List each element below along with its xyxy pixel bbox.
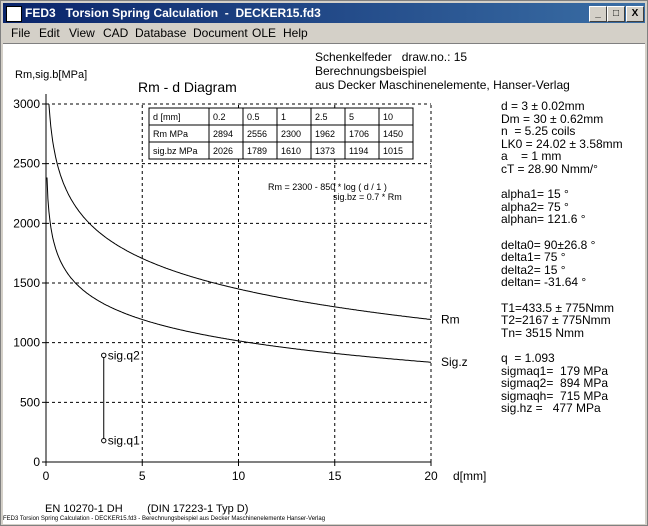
table-cell: 1706 [349, 129, 369, 139]
table-header-cell: d [mm] [153, 112, 181, 122]
sigq2-label: sig.q2 [108, 348, 140, 362]
data-table [148, 107, 414, 160]
formula-rm: Rm = 2300 - 850 * log ( d / 1 ) [268, 182, 387, 192]
chart-title: Rm - d Diagram [138, 79, 237, 95]
sigq1-point [101, 437, 107, 444]
series-label: Sig.z [441, 355, 468, 369]
result-line: LK0 = 24.02 ± 3.58mm [501, 136, 623, 151]
minimize-button[interactable]: _ [589, 6, 607, 22]
menu-edit[interactable]: Edit [39, 26, 60, 40]
rm-curve [48, 103, 432, 320]
sigq1-label: sig.q1 [108, 434, 140, 448]
result-line: Tn= 3515 Nmm [501, 325, 585, 340]
table-cell: sig.bz MPa [153, 146, 198, 156]
result-line: a = 1 mm [501, 149, 562, 164]
material-label: EN 10270-1 DH (DIN 17223-1 Typ D) [45, 503, 249, 515]
result-line: q = 1.093 [501, 351, 555, 365]
x-tick-label: 5 [139, 469, 146, 483]
result-line: sigmaq2= 894 MPa [501, 376, 609, 391]
sigz-curve [46, 177, 432, 363]
x-tick-label: 15 [328, 469, 342, 483]
formula-sig: sig.bz = 0.7 * Rm [333, 192, 402, 202]
menu-database[interactable]: Database [135, 26, 187, 40]
table-header-cell: 1 [281, 112, 286, 122]
result-line: delta1= 75 ° [501, 250, 566, 265]
sigq2-point [101, 352, 107, 359]
table-cell: 2300 [281, 129, 301, 139]
table-cell: 1789 [247, 146, 267, 156]
table-cell: 1450 [383, 129, 403, 139]
table-cell: 2556 [247, 129, 267, 139]
x-axis-label: d[mm] [453, 469, 486, 483]
y-axis-label: Rm,sig.b[MPa] [15, 69, 87, 81]
menu-bar: File Edit View CAD Database Document OLE… [3, 24, 645, 42]
menu-help[interactable]: Help [283, 26, 308, 40]
table-cell: 2026 [213, 146, 233, 156]
table-header-cell: 10 [383, 112, 393, 122]
menu-view[interactable]: View [69, 26, 95, 40]
menu-file[interactable]: File [11, 26, 31, 40]
result-line: sigmaq1= 179 MPa [501, 363, 609, 378]
table-cell: 1610 [281, 146, 301, 156]
result-line: sigmaqh= 715 MPa [501, 388, 609, 403]
table-cell: 2894 [213, 129, 233, 139]
drawing-area: 0 500 1000 1500 2000 2500 3000 0 5 10 15 20 Rm,sig.b… [3, 43, 645, 515]
y-tick-label: 0 [33, 455, 40, 469]
menu-cad[interactable]: CAD [103, 26, 129, 40]
y-tick-label: 500 [20, 395, 40, 409]
x-tick-label: 10 [232, 469, 246, 483]
result-line: alphan= 121.6 ° [501, 212, 586, 227]
y-tick-label: 3000 [13, 97, 40, 111]
result-line: alpha2= 75 ° [501, 199, 569, 214]
status-line: FED3 Torsion Spring Calculation - DECKER… [3, 515, 645, 524]
table-cell: 1373 [315, 146, 335, 156]
header-line-1: Schenkelfeder draw.no.: 15 [315, 50, 468, 64]
window-title: FED3 Torsion Spring Calculation - DECKER… [25, 6, 321, 20]
y-tick-label: 2000 [13, 216, 40, 230]
table-cell: 1194 [349, 146, 368, 156]
result-line: alpha1= 15 ° [501, 187, 569, 202]
result-line: n = 5.25 coils [501, 124, 576, 139]
result-line: cT = 28.90 Nmm/° [501, 162, 598, 176]
menu-document[interactable]: Document [193, 26, 248, 40]
y-tick-label: 2500 [13, 157, 40, 171]
result-line: Dm = 30 ± 0.62mm [501, 111, 604, 126]
result-line: T1=433.5 ± 775Nmm [501, 300, 614, 315]
y-tick-label: 1500 [13, 276, 40, 290]
result-line: delta2= 15 ° [501, 262, 566, 277]
title-bar[interactable]: FED3 Torsion Spring Calculation - DECKER… [3, 3, 645, 23]
result-line: sig.hz = 477 MPa [501, 401, 601, 416]
menu-ole[interactable]: OLE [252, 26, 277, 40]
app-icon[interactable] [6, 6, 22, 22]
header-line-2: Berechnungsbeispiel [315, 64, 427, 78]
table-cell: 1962 [315, 129, 335, 139]
header-line-3: aus Decker Maschinenelemente, Hanser-Ver… [315, 78, 570, 92]
result-line: d = 3 ± 0.02mm [501, 99, 585, 113]
table-header-cell: 0.5 [247, 112, 260, 122]
y-tick-label: 1000 [13, 336, 40, 350]
close-button[interactable]: X [626, 6, 644, 22]
x-tick-label: 0 [43, 469, 50, 483]
table-header-cell: 2.5 [315, 112, 328, 122]
series-label: Rm [441, 313, 460, 327]
result-line: T2=2167 ± 775Nmm [501, 313, 611, 328]
table-cell: 1015 [383, 146, 403, 156]
table-header-cell: 5 [349, 112, 354, 122]
table-cell: Rm MPa [153, 129, 188, 139]
x-tick-label: 20 [424, 469, 438, 483]
result-line: delta0= 90±26.8 ° [501, 237, 596, 252]
result-line: deltan= -31.64 ° [501, 275, 587, 290]
maximize-button[interactable]: □ [607, 6, 625, 22]
table-header-cell: 0.2 [213, 112, 226, 122]
